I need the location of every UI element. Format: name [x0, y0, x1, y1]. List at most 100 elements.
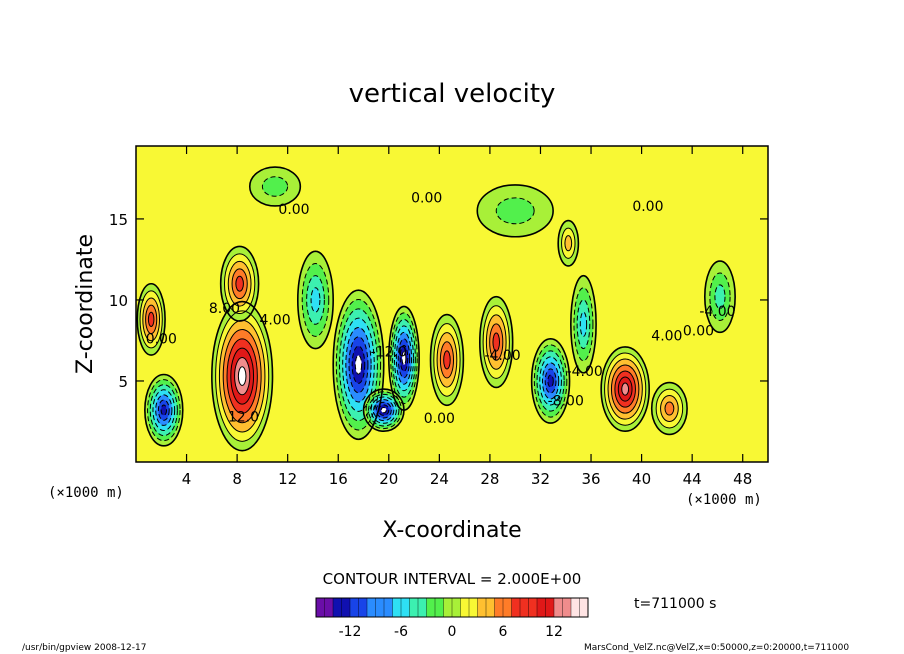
contour-line: [614, 370, 636, 408]
colorbar-swatch: [545, 598, 555, 617]
field-level: [238, 366, 246, 386]
x-tick-label: 12: [278, 470, 297, 488]
colorbar-tick-label: 6: [499, 624, 508, 640]
x-tick-label: 24: [430, 470, 449, 488]
contour-line: [362, 388, 405, 433]
colorbar-swatch: [571, 598, 580, 617]
field-level: [355, 355, 362, 375]
contour-line: [310, 287, 321, 313]
contour-line: [226, 338, 258, 414]
x-tick-label: 8: [232, 470, 242, 488]
contour-interval-label: CONTOUR INTERVAL = 2.000E+00: [323, 570, 582, 588]
colorbar-swatch: [316, 598, 325, 617]
contour-line: [393, 325, 414, 392]
contour-line: [380, 407, 387, 414]
contour-line: [348, 336, 369, 394]
contour-line: [576, 299, 591, 350]
contour-line: [345, 326, 372, 403]
contour-line: [714, 284, 726, 310]
colorbar-swatch: [333, 598, 342, 617]
contour-label: 0.00: [146, 332, 177, 348]
colorbar-swatch: [426, 598, 436, 617]
field-level: [443, 350, 451, 369]
x-tick-label: 48: [733, 470, 752, 488]
contour-line: [703, 260, 736, 334]
colorbar-swatch: [494, 598, 504, 617]
contour-label: -4.00: [567, 364, 603, 380]
contour-line: [530, 338, 571, 424]
contour-line: [234, 356, 251, 396]
contour-line: [397, 338, 411, 379]
contour-line: [539, 356, 562, 406]
field-feature-0: [137, 283, 166, 356]
field-feature-7: [430, 314, 464, 406]
contour-line: [373, 399, 395, 422]
field-level: [714, 284, 726, 309]
contour-line: [541, 362, 560, 400]
colorbar-swatch: [367, 598, 376, 617]
contour-line: [335, 299, 382, 431]
contour-line: [139, 290, 163, 349]
contour-line: [147, 311, 155, 328]
x-tick-label: 32: [531, 470, 550, 488]
contour-line: [144, 373, 184, 447]
contour-line: [561, 227, 576, 259]
contour-line: [621, 382, 630, 396]
colorbar-tick-label: -6: [394, 624, 408, 640]
contour-line: [482, 305, 510, 379]
contour-line: [142, 297, 161, 342]
colorbar-swatch: [520, 598, 529, 617]
colorbar-swatch: [443, 598, 453, 617]
contour-line: [709, 272, 731, 321]
colorbar-swatch: [554, 598, 563, 617]
y-axis-ticks: 5 10 15: [109, 211, 768, 391]
contour-line: [157, 399, 170, 421]
contour-line: [147, 379, 181, 442]
contour-line: [237, 366, 247, 386]
x-tick-label: 20: [379, 470, 398, 488]
contour-line: [533, 344, 568, 418]
colorbar-swatch: [418, 598, 427, 617]
field-level: [262, 176, 288, 197]
colorbar-swatch: [528, 598, 538, 617]
contour-line: [365, 391, 402, 430]
contour-label: -8.00: [548, 393, 584, 409]
field-level: [381, 407, 387, 413]
colorbar-tick-label: 0: [448, 624, 457, 640]
contour-line: [227, 260, 252, 307]
contour-label: 0.00: [424, 411, 455, 427]
contour-line: [489, 323, 504, 361]
colorbar-swatch: [477, 598, 487, 617]
contour-line: [392, 318, 416, 398]
contour-line: [230, 347, 255, 405]
colorbar: [316, 598, 589, 617]
contour-line: [439, 341, 455, 379]
time-label: t=711000 s: [634, 596, 716, 612]
colorbar-swatch: [511, 598, 521, 617]
x-tick-label: 28: [480, 470, 499, 488]
contour-line: [296, 250, 334, 350]
field-level: [547, 374, 554, 387]
field-feature-5: [388, 306, 420, 411]
contour-line: [401, 351, 407, 366]
contour-line: [607, 358, 643, 420]
colorbar-tick-label: 12: [545, 624, 563, 640]
field-level: [580, 312, 587, 337]
contour-line: [443, 350, 451, 370]
contour-line: [664, 401, 675, 416]
footer-right: MarsCond_VelZ.nc@VelZ,x=0:50000,z=0:2000…: [584, 643, 849, 653]
field-feature-8: [479, 296, 513, 388]
field-feature-13: [704, 261, 736, 333]
colorbar-swatch: [579, 598, 589, 617]
contour-line: [155, 394, 173, 426]
field-feature-16: [249, 167, 301, 206]
y-axis-label: Z-coordinate: [73, 234, 98, 374]
contour-label: 0.00: [278, 202, 309, 218]
field-level: [148, 312, 154, 327]
field-level: [664, 402, 674, 416]
y-tick-label: 15: [109, 211, 128, 229]
contour-line: [479, 295, 514, 389]
contour-line: [301, 262, 330, 337]
contour-line: [149, 384, 178, 437]
contour-line: [557, 219, 580, 267]
